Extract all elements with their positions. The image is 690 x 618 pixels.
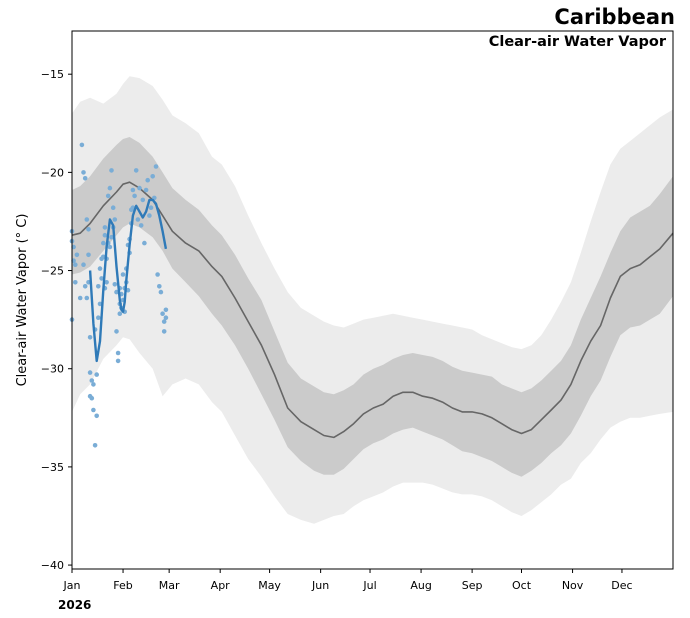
current-year-line bbox=[88, 198, 168, 363]
observation-point bbox=[147, 213, 152, 218]
x-tick-label: Dec bbox=[611, 579, 632, 592]
observation-point bbox=[114, 329, 119, 334]
observation-point bbox=[86, 227, 91, 232]
observation-point bbox=[148, 205, 154, 210]
observation-point bbox=[84, 217, 90, 222]
observation-point bbox=[104, 280, 109, 285]
observation-point bbox=[87, 370, 93, 375]
observation-point bbox=[112, 217, 118, 222]
observation-point bbox=[143, 187, 149, 193]
x-tick-label: Apr bbox=[211, 579, 231, 592]
observation-point bbox=[79, 142, 85, 148]
observation-point bbox=[107, 244, 113, 250]
plot-area bbox=[69, 76, 674, 524]
observation-point bbox=[81, 262, 86, 268]
x-tick-label: Feb bbox=[113, 579, 132, 592]
observation-point bbox=[158, 289, 164, 295]
observation-point bbox=[82, 284, 88, 289]
y-tick-label: −25 bbox=[41, 265, 64, 278]
chart-title: Caribbean bbox=[554, 5, 675, 29]
chart-subtitle: Clear-air Water Vapor bbox=[489, 34, 667, 50]
x-tick-label: Sep bbox=[462, 579, 483, 592]
x-tick-label: Jun bbox=[311, 579, 329, 592]
observation-point bbox=[105, 193, 111, 199]
observation-point bbox=[153, 164, 159, 169]
observation-point bbox=[145, 177, 150, 183]
observation-point bbox=[92, 443, 98, 448]
observation-point bbox=[115, 350, 121, 356]
observation-point bbox=[112, 282, 118, 287]
observation-point bbox=[91, 407, 96, 413]
y-tick-label: −40 bbox=[41, 559, 64, 572]
observation-point bbox=[73, 262, 78, 268]
observation-point bbox=[102, 225, 108, 230]
observation-point bbox=[99, 276, 104, 281]
observation-point bbox=[163, 315, 169, 321]
observation-point bbox=[89, 378, 95, 383]
observation-point bbox=[138, 223, 144, 228]
observation-point bbox=[94, 372, 99, 377]
observation-point bbox=[137, 185, 142, 191]
observation-point bbox=[130, 187, 136, 193]
observation-point bbox=[114, 289, 119, 295]
observation-point bbox=[142, 240, 147, 246]
observation-point bbox=[101, 240, 106, 246]
observation-point bbox=[84, 295, 90, 301]
observation-point bbox=[133, 168, 139, 173]
observation-point bbox=[107, 185, 113, 191]
year-label: 2026 bbox=[58, 598, 91, 612]
observation-point bbox=[87, 335, 93, 340]
observation-point bbox=[82, 176, 88, 181]
observation-point bbox=[96, 284, 101, 289]
observation-point bbox=[81, 170, 86, 175]
observation-point bbox=[163, 307, 169, 313]
observation-point bbox=[77, 295, 83, 301]
y-tick-label: −30 bbox=[41, 363, 64, 376]
observation-point bbox=[89, 395, 95, 401]
observation-point bbox=[73, 280, 78, 285]
observation-point bbox=[109, 168, 114, 173]
observation-point bbox=[161, 329, 167, 334]
observation-point bbox=[135, 217, 141, 222]
climatology-mean-line bbox=[71, 181, 674, 439]
x-tick-label: Oct bbox=[512, 579, 532, 592]
y-axis-label: Clear-air Water Vapor (° C) bbox=[15, 214, 30, 387]
x-tick-label: Mar bbox=[159, 579, 180, 592]
observation-point bbox=[97, 266, 103, 271]
observation-point bbox=[155, 272, 160, 277]
observation-point bbox=[115, 358, 121, 364]
y-tick-label: −20 bbox=[41, 166, 64, 179]
observation-point bbox=[94, 413, 99, 419]
observation-point bbox=[74, 252, 80, 258]
x-tick-label: Jan bbox=[63, 579, 81, 592]
x-tick-label: Aug bbox=[410, 579, 431, 592]
observation-point bbox=[102, 232, 108, 238]
observation-point bbox=[96, 315, 101, 321]
observation-point bbox=[91, 382, 96, 387]
y-tick-label: −35 bbox=[41, 461, 64, 474]
x-tick-label: Jul bbox=[362, 579, 376, 592]
y-tick-label: −15 bbox=[41, 68, 64, 81]
x-tick-label: Nov bbox=[562, 579, 584, 592]
observation-point bbox=[120, 272, 126, 277]
observation-point bbox=[157, 284, 162, 289]
observation-point bbox=[140, 197, 146, 203]
observation-point bbox=[160, 311, 165, 317]
observation-point bbox=[161, 319, 167, 324]
axes-frame bbox=[71, 30, 674, 570]
observation-point bbox=[101, 254, 106, 260]
x-tick-label: May bbox=[258, 579, 281, 592]
outer-percentile-band bbox=[72, 76, 673, 524]
observation-point bbox=[132, 193, 137, 199]
observation-point bbox=[86, 252, 91, 258]
observation-point bbox=[109, 234, 114, 240]
y-axis: −40 −35 −30 −25 −20 −15 bbox=[41, 68, 72, 572]
observation-point bbox=[117, 311, 123, 317]
x-axis: Jan Feb Mar Apr May Jun Jul Aug Sep Oct Nov Dec bbox=[63, 569, 633, 592]
observation-point bbox=[150, 174, 155, 179]
observation-point bbox=[110, 205, 116, 210]
